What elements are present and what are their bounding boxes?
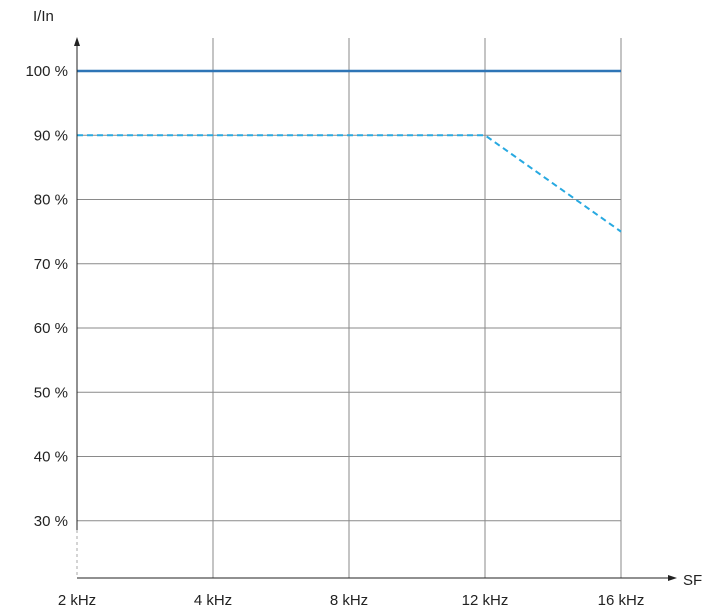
y-tick-label: 60 % (34, 320, 68, 337)
x-tick-label: 8 kHz (330, 592, 368, 609)
x-tick-label: 16 kHz (598, 592, 645, 609)
vertical-gridlines (212, 38, 622, 578)
y-tick-label: 80 % (34, 192, 68, 209)
y-tick-labels: 100 % 90 % 80 % 70 % 60 % 50 % 40 % 30 % (25, 63, 68, 530)
x-tick-label: 4 kHz (194, 592, 232, 609)
x-tick-label: 2 kHz (58, 592, 96, 609)
y-tick-label: 70 % (34, 256, 68, 273)
y-axis-label: I/In (33, 8, 54, 25)
x-tick-label: 12 kHz (462, 592, 509, 609)
y-tick-label: 100 % (25, 63, 68, 80)
x-axis-arrow-icon (668, 575, 677, 581)
x-tick-labels: 2 kHz 4 kHz 8 kHz 12 kHz 16 kHz (58, 592, 645, 609)
series-line-2 (77, 134, 622, 233)
y-tick-label: 90 % (34, 127, 68, 144)
series-layer (77, 69, 622, 233)
x-axis-label: SF (683, 572, 702, 589)
y-axis-arrow-icon (74, 37, 80, 46)
y-tick-label: 50 % (34, 384, 68, 401)
y-tick-label: 30 % (34, 513, 68, 530)
y-tick-label: 40 % (34, 449, 68, 466)
